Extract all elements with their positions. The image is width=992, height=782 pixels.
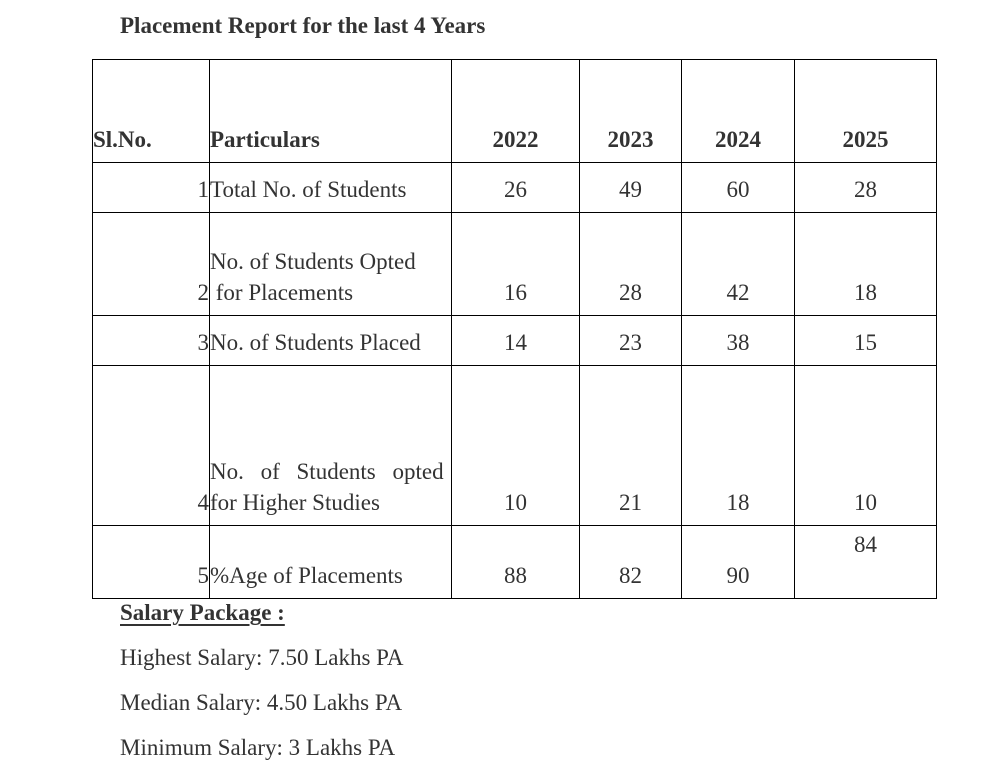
row-4-value-2023: 21 (579, 365, 682, 526)
row-3-particulars: No. of Students Placed (209, 315, 452, 366)
row-5-value-2025: 84 (794, 525, 937, 599)
table-row: 5 %Age of Placements 88 82 90 84 (92, 525, 937, 599)
row-5-sl: 5 (92, 525, 210, 599)
row-5-value-2024: 90 (681, 525, 795, 599)
row-1-particulars: Total No. of Students (209, 162, 452, 213)
table-row: 3 No. of Students Placed 14 23 38 15 (92, 315, 937, 366)
header-year-2025: 2025 (794, 59, 937, 163)
header-year-2024: 2024 (681, 59, 795, 163)
row-4-particulars: No. of Students opted for Higher Studies (209, 365, 452, 526)
row-1-value-2023: 49 (579, 162, 682, 213)
report-title: Placement Report for the last 4 Years (120, 13, 486, 38)
row-5-value-2022: 88 (451, 525, 580, 599)
row-3-sl: 3 (92, 315, 210, 366)
table-row: 2 No. of Students Opted for Placements 1… (92, 212, 937, 316)
row-4-value-2022: 10 (451, 365, 580, 526)
row-3-value-2025: 15 (794, 315, 937, 366)
row-3-value-2024: 38 (681, 315, 795, 366)
header-year-2022: 2022 (451, 59, 580, 163)
row-3-value-2023: 23 (579, 315, 682, 366)
row-4-sl: 4 (92, 365, 210, 526)
row-5-value-2023: 82 (579, 525, 682, 599)
row-5-particulars: %Age of Placements (209, 525, 452, 599)
row-2-value-2024: 42 (681, 212, 795, 316)
highest-salary-line: Highest Salary: 7.50 Lakhs PA (120, 645, 404, 670)
placement-table: Sl.No. Particulars 2022 2023 2024 2025 1… (92, 59, 937, 599)
row-1-value-2022: 26 (451, 162, 580, 213)
raised-value: 84 (854, 532, 877, 557)
table-row: 1 Total No. of Students 26 49 60 28 (92, 162, 937, 213)
median-salary-line: Median Salary: 4.50 Lakhs PA (120, 690, 403, 715)
row-1-value-2025: 28 (794, 162, 937, 213)
table-header-row: Sl.No. Particulars 2022 2023 2024 2025 (92, 59, 937, 163)
minimum-salary-line: Minimum Salary: 3 Lakhs PA (120, 735, 396, 760)
row-2-particulars: No. of Students Opted for Placements (209, 212, 452, 316)
table-row: 4 No. of Students opted for Higher Studi… (92, 365, 937, 526)
row-2-value-2022: 16 (451, 212, 580, 316)
row-4-value-2024: 18 (681, 365, 795, 526)
row-1-value-2024: 60 (681, 162, 795, 213)
row-2-value-2025: 18 (794, 212, 937, 316)
row-1-sl: 1 (92, 162, 210, 213)
salary-package-heading: Salary Package : (120, 600, 285, 625)
header-particulars: Particulars (209, 59, 452, 163)
header-year-2023: 2023 (579, 59, 682, 163)
row-2-value-2023: 28 (579, 212, 682, 316)
row-3-value-2022: 14 (451, 315, 580, 366)
row-2-sl: 2 (92, 212, 210, 316)
salary-package-section: Salary Package : Highest Salary: 7.50 La… (120, 601, 403, 781)
header-sl-no: Sl.No. (92, 59, 210, 163)
row-4-value-2025: 10 (794, 365, 937, 526)
blank-line (796, 560, 936, 591)
